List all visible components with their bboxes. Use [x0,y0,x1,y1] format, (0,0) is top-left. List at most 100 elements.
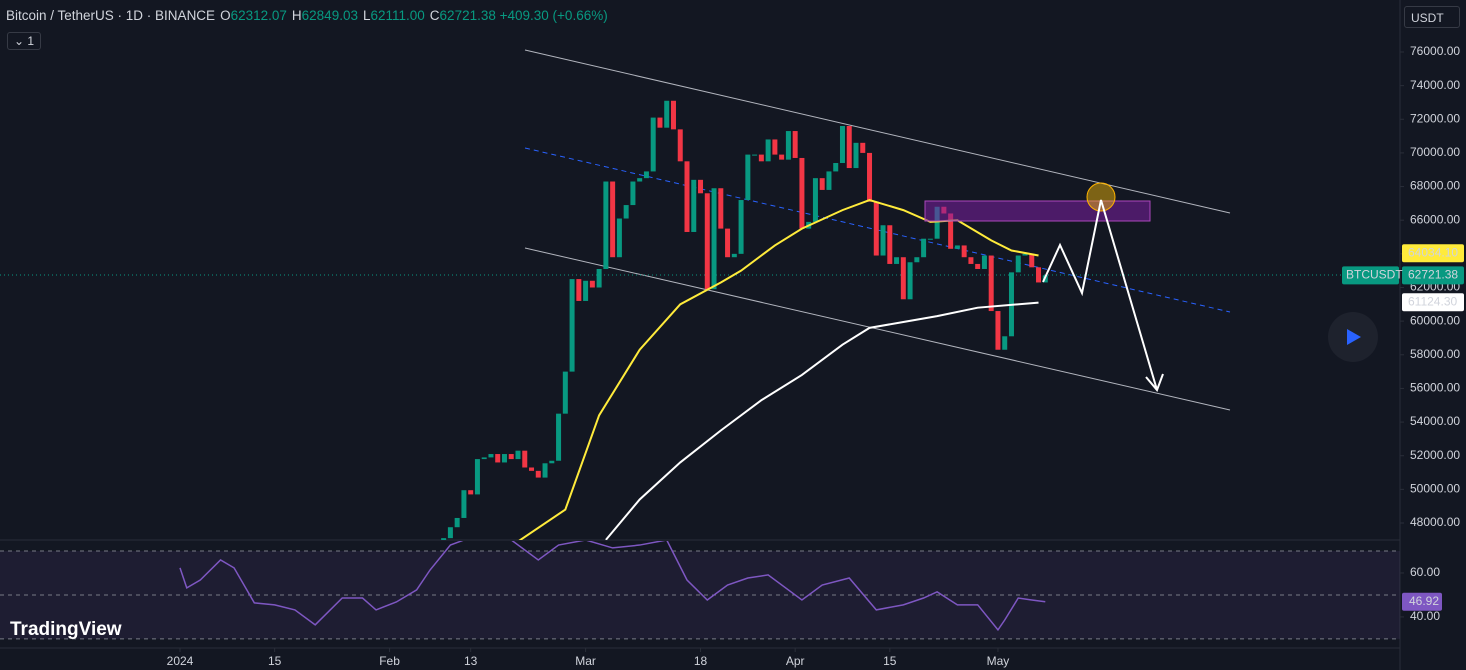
candle [711,188,717,290]
rsi-line [179,541,1046,632]
price-label-box [1402,293,1464,312]
candle [495,454,501,463]
price-label-box [1402,266,1464,285]
candle [454,517,460,528]
candle [914,257,920,263]
y-tick-label: 58000.00 [1410,347,1460,361]
candle [589,280,595,288]
price-label: 61124.30 [1408,294,1457,308]
candle [664,100,670,128]
candle [691,179,697,232]
ohlc-key: C [429,8,440,23]
currency-button[interactable]: USDT [1404,6,1460,28]
x-tick-label: Feb [379,654,400,668]
candle [630,181,636,206]
candle [1002,336,1008,350]
y-tick-label: 76000.00 [1410,44,1460,58]
x-tick-label: 18 [694,654,708,668]
candle [758,154,764,162]
candle [894,257,900,264]
rsi-tick-label: 60.00 [1410,565,1440,579]
candle [542,463,548,478]
candle [907,262,913,300]
y-tick-label: 66000.00 [1410,212,1460,226]
candle [839,126,845,164]
logo: TradingView [10,619,122,640]
candle [860,142,866,153]
y-tick-label: 52000.00 [1410,448,1460,462]
y-tick-label: 70000.00 [1410,145,1460,159]
x-tick-label: 13 [464,654,478,668]
y-tick-label: 68000.00 [1410,179,1460,193]
candle [583,280,589,301]
y-tick-label: 54000.00 [1410,414,1460,428]
target-circle [1086,182,1116,212]
candle [1029,253,1035,268]
resistance-box [924,200,1151,222]
candle [562,371,568,414]
candle [833,163,839,172]
candle [880,225,886,256]
x-tick-label: 15 [268,654,282,668]
x-tick-label: 15 [883,654,897,668]
candle [441,538,447,540]
candle [867,152,873,202]
x-tick-label: Mar [575,654,596,668]
channel-lower [524,247,1231,411]
symbol-title: Bitcoin / TetherUS · 1D · BINANCE [6,8,216,23]
candle [772,139,778,155]
candle [785,131,791,160]
candle [779,154,785,160]
indicator-toggle[interactable]: ⌄ 1 [7,32,42,50]
price-label: 64034.10 [1408,245,1458,259]
candle [921,238,927,258]
candle [596,268,602,288]
price-label: 62721.38 [1408,268,1458,282]
candle [698,179,704,194]
candle [461,490,467,518]
candle [481,457,487,460]
rsi-last-box [1402,592,1442,611]
candle [853,142,859,169]
candle [765,139,771,162]
candle [887,225,893,264]
candle [792,131,798,158]
candle [643,171,649,179]
candle [846,126,852,169]
ohlc-value: 62721.38 [439,8,496,23]
ohlc-value: 62849.03 [301,8,358,23]
candle [975,263,981,269]
candle [650,117,656,172]
symbol-badge [1342,266,1399,285]
candle [799,157,805,229]
candle [826,171,832,190]
y-tick-label: 74000.00 [1410,78,1460,92]
candle [569,279,575,372]
candle [447,527,453,539]
candle [522,450,528,468]
candle [468,490,474,495]
candle [1022,253,1028,256]
candle [968,257,974,264]
candle [657,117,663,128]
ohlc-value: 62111.00 [370,8,425,23]
rsi-tick-label: 40.00 [1410,609,1440,623]
candle [576,279,582,301]
candle [549,460,555,464]
candle [988,255,994,312]
candle [927,238,933,240]
ohlc-key: O [220,8,231,23]
candle [738,200,744,254]
candle [900,257,906,300]
candle [731,253,737,258]
candle [948,213,954,249]
x-tick-label: May [987,654,1010,668]
candle [556,413,562,461]
candle [873,201,879,256]
rsi-pane [0,541,1400,640]
annotations [924,182,1378,392]
candle [819,178,825,190]
candle [995,311,1001,350]
